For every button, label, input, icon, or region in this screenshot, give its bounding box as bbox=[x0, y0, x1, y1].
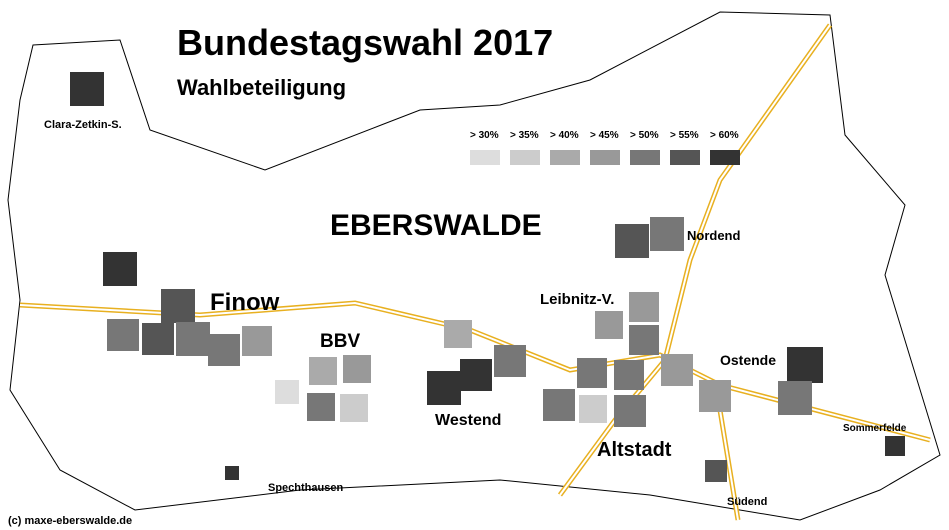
district-square bbox=[275, 380, 299, 404]
district-square bbox=[107, 319, 139, 351]
road-inner bbox=[717, 397, 739, 521]
subtitle: Wahlbeteiligung bbox=[177, 75, 346, 100]
district-square bbox=[340, 394, 368, 422]
legend-swatch bbox=[470, 150, 500, 165]
place-label: Finow bbox=[210, 289, 280, 316]
credit: (c) maxe-eberswalde.de bbox=[8, 515, 132, 527]
legend-label: > 30% bbox=[470, 130, 499, 141]
district-square bbox=[650, 217, 684, 251]
district-square bbox=[629, 325, 659, 355]
legend-swatch bbox=[550, 150, 580, 165]
district-square bbox=[161, 289, 195, 323]
district-square bbox=[579, 395, 607, 423]
district-square bbox=[176, 322, 210, 356]
district-square bbox=[225, 466, 239, 480]
legend-swatch bbox=[590, 150, 620, 165]
district-square bbox=[242, 326, 272, 356]
district-square bbox=[103, 252, 137, 286]
district-square bbox=[699, 380, 731, 412]
place-label: Spechthausen bbox=[268, 482, 343, 494]
legend-label: > 35% bbox=[510, 130, 539, 141]
legend: > 30% > 35% > 40% > 45% > 50% > 55% > 60% bbox=[470, 130, 740, 165]
legend-swatch bbox=[630, 150, 660, 165]
district-square bbox=[309, 357, 337, 385]
place-label: Westend bbox=[435, 412, 501, 429]
district-square bbox=[494, 345, 526, 377]
district-square bbox=[343, 355, 371, 383]
district-square bbox=[460, 359, 492, 391]
place-label: Altstadt bbox=[597, 439, 672, 461]
district-square bbox=[629, 292, 659, 322]
district-square bbox=[614, 360, 644, 390]
district-square bbox=[595, 311, 623, 339]
district-square bbox=[885, 436, 905, 456]
district-square bbox=[307, 393, 335, 421]
legend-swatch bbox=[510, 150, 540, 165]
district-square bbox=[208, 334, 240, 366]
district-square bbox=[661, 354, 693, 386]
district-square bbox=[142, 323, 174, 355]
district-square bbox=[787, 347, 823, 383]
legend-label: > 40% bbox=[550, 130, 579, 141]
place-label: Clara-Zetkin-S. bbox=[44, 119, 122, 131]
place-label: Sommerfelde bbox=[843, 423, 907, 434]
district-square bbox=[444, 320, 472, 348]
district-square bbox=[778, 381, 812, 415]
legend-swatch bbox=[710, 150, 740, 165]
place-label: Ostende bbox=[720, 352, 776, 368]
place-label: Leibnitz-V. bbox=[540, 291, 614, 308]
legend-label: > 60% bbox=[710, 130, 739, 141]
district-square bbox=[70, 72, 104, 106]
district-square bbox=[577, 358, 607, 388]
district-square bbox=[705, 460, 727, 482]
district-square bbox=[427, 371, 461, 405]
legend-swatch bbox=[670, 150, 700, 165]
title: Bundestagswahl 2017 bbox=[177, 22, 553, 63]
place-label: Nordend bbox=[687, 228, 741, 243]
place-label: BBV bbox=[320, 331, 360, 352]
legend-label: > 50% bbox=[630, 130, 659, 141]
legend-label: > 55% bbox=[670, 130, 699, 141]
district-square bbox=[543, 389, 575, 421]
district-square bbox=[614, 395, 646, 427]
legend-label: > 45% bbox=[590, 130, 619, 141]
districts bbox=[70, 72, 905, 482]
place-label: Südend bbox=[727, 496, 767, 508]
district-square bbox=[615, 224, 649, 258]
city-label: EBERSWALDE bbox=[330, 209, 542, 242]
